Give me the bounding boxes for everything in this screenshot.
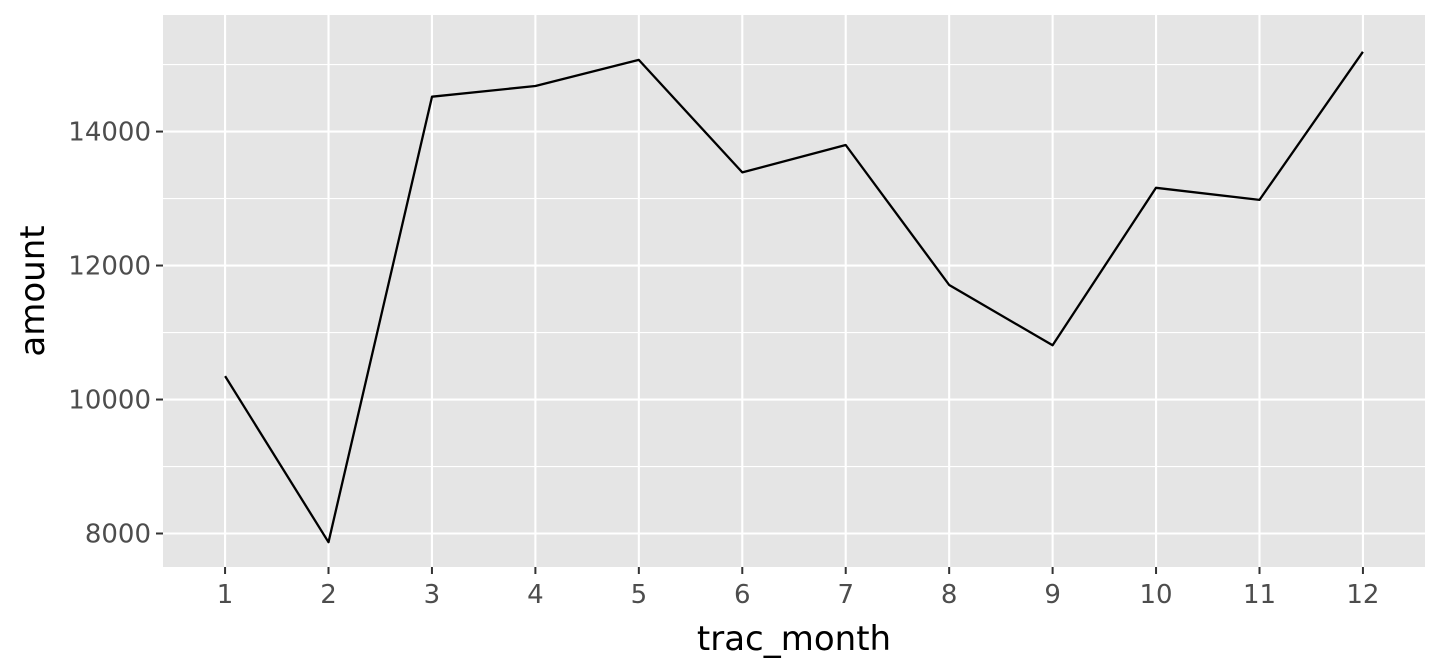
plot-panel [163, 15, 1425, 567]
series-line [224, 51, 1364, 544]
y-axis-tick-labels: 8000 10000 12000 14000 [68, 118, 151, 550]
y-tick-label: 8000 [85, 520, 151, 550]
y-tick-label: 12000 [68, 252, 151, 282]
x-tick-label: 4 [527, 580, 544, 610]
x-tick-label: 11 [1243, 580, 1276, 610]
x-tick-label: 3 [424, 580, 441, 610]
y-tick-label: 14000 [68, 118, 151, 148]
x-tick-label: 7 [837, 580, 854, 610]
x-tick-label: 9 [1044, 580, 1061, 610]
x-tick-label: 8 [941, 580, 958, 610]
x-tick-label: 12 [1346, 580, 1379, 610]
grid-lines [163, 15, 1425, 567]
axis-ticks [156, 130, 1364, 574]
y-tick-label: 10000 [68, 386, 151, 416]
y-axis-title: amount [13, 225, 53, 356]
x-axis-tick-labels: 1 2 3 4 5 6 7 8 9 10 11 12 [217, 580, 1380, 610]
series-layer [224, 51, 1364, 544]
x-tick-label: 10 [1140, 580, 1173, 610]
x-tick-label: 1 [217, 580, 234, 610]
x-tick-label: 2 [320, 580, 337, 610]
x-tick-label: 6 [734, 580, 751, 610]
x-tick-label: 5 [631, 580, 648, 610]
x-axis-title: trac_month [697, 619, 891, 659]
